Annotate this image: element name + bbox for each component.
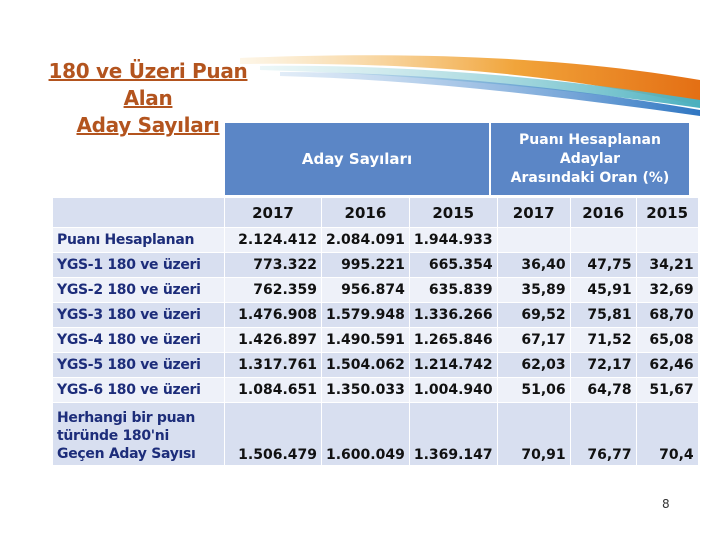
row-label: YGS-5 180 ve üzeri	[52, 352, 225, 378]
year-header: 2016	[321, 197, 410, 228]
ratio-cell: 32,69	[635, 277, 699, 303]
ratio-cell: 47,75	[569, 252, 637, 278]
row-label: Herhangi bir puan türünde 180'ni Geçen A…	[52, 402, 225, 466]
count-cell: 956.874	[321, 277, 410, 303]
header-ratio-line-1: Puanı Hesaplanan Adaylar	[519, 131, 661, 167]
table-row: YGS-1 180 ve üzeri 773.322 995.221 665.3…	[52, 252, 699, 278]
ratio-cell: 68,70	[635, 302, 699, 328]
table-row: Puanı Hesaplanan 2.124.412 2.084.091 1.9…	[52, 227, 699, 253]
ratio-cell: 71,52	[569, 327, 637, 353]
table-row: YGS-5 180 ve üzeri 1.317.761 1.504.062 1…	[52, 352, 699, 378]
ratio-cell: 51,67	[635, 377, 699, 403]
ratio-cell: 35,89	[496, 277, 571, 303]
ratio-cell	[635, 227, 699, 253]
ratio-cell: 76,77	[569, 402, 637, 466]
count-cell: 1.944.933	[408, 227, 498, 253]
ratio-cell: 69,52	[496, 302, 571, 328]
count-cell: 1.214.742	[408, 352, 498, 378]
ratio-cell: 70,91	[496, 402, 571, 466]
ratio-cell: 75,81	[569, 302, 637, 328]
count-cell: 635.839	[408, 277, 498, 303]
count-cell: 1.490.591	[321, 327, 410, 353]
row-label: YGS-4 180 ve üzeri	[52, 327, 225, 353]
year-header: 2015	[408, 197, 498, 228]
row-label: YGS-1 180 ve üzeri	[52, 252, 225, 278]
title-line-2: Aday Sayıları	[76, 113, 220, 137]
header-ratio-line-2: Arasındaki Oran (%)	[510, 169, 670, 186]
page-number: 8	[662, 497, 670, 511]
year-header: 2017	[224, 197, 322, 228]
count-cell: 1.084.651	[224, 377, 322, 403]
ratio-cell: 72,17	[569, 352, 637, 378]
title-line-1: 180 ve Üzeri Puan Alan	[48, 59, 248, 110]
decorative-swoosh	[240, 55, 700, 116]
count-cell: 1.600.049	[321, 402, 410, 466]
row-label: YGS-6 180 ve üzeri	[52, 377, 225, 403]
table-row: Herhangi bir puan türünde 180'ni Geçen A…	[52, 402, 699, 466]
year-header: 2017	[496, 197, 571, 228]
table-row: YGS-2 180 ve üzeri 762.359 956.874 635.8…	[52, 277, 699, 303]
table-row: YGS-3 180 ve üzeri 1.476.908 1.579.948 1…	[52, 302, 699, 328]
year-header-row: 2017 2016 2015 2017 2016 2015	[52, 197, 699, 228]
ratio-cell: 67,17	[496, 327, 571, 353]
corner-cell	[52, 197, 225, 228]
ratio-cell: 64,78	[569, 377, 637, 403]
header-candidate-counts-label: Aday Sayıları	[301, 150, 413, 168]
row-label: YGS-2 180 ve üzeri	[52, 277, 225, 303]
ratio-cell: 62,46	[635, 352, 699, 378]
ratio-cell: 45,91	[569, 277, 637, 303]
year-header: 2015	[635, 197, 699, 228]
count-cell: 995.221	[321, 252, 410, 278]
ratio-cell: 65,08	[635, 327, 699, 353]
row-label: YGS-3 180 ve üzeri	[52, 302, 225, 328]
slide-title: 180 ve Üzeri Puan Alan Aday Sayıları	[28, 58, 268, 139]
ratio-cell: 51,06	[496, 377, 571, 403]
row-label: Puanı Hesaplanan	[52, 227, 225, 253]
ratio-cell: 36,40	[496, 252, 571, 278]
candidate-table: 2017 2016 2015 2017 2016 2015 Puanı Hesa…	[52, 197, 699, 466]
ratio-cell	[496, 227, 571, 253]
count-cell: 1.506.479	[224, 402, 322, 466]
count-cell: 1.317.761	[224, 352, 322, 378]
count-cell: 1.476.908	[224, 302, 322, 328]
ratio-cell: 70,4	[635, 402, 699, 466]
ratio-cell	[569, 227, 637, 253]
ratio-cell: 34,21	[635, 252, 699, 278]
count-cell: 1.504.062	[321, 352, 410, 378]
count-cell: 762.359	[224, 277, 322, 303]
count-cell: 2.084.091	[321, 227, 410, 253]
count-cell: 1.336.266	[408, 302, 498, 328]
ratio-cell: 62,03	[496, 352, 571, 378]
count-cell: 1.579.948	[321, 302, 410, 328]
count-cell: 2.124.412	[224, 227, 322, 253]
count-cell: 1.426.897	[224, 327, 322, 353]
count-cell: 1.369.147	[408, 402, 498, 466]
count-cell: 1.004.940	[408, 377, 498, 403]
count-cell: 1.265.846	[408, 327, 498, 353]
year-header: 2016	[569, 197, 637, 228]
header-candidate-counts: Aday Sayıları	[224, 122, 490, 196]
table-row: YGS-4 180 ve üzeri 1.426.897 1.490.591 1…	[52, 327, 699, 353]
header-ratio: Puanı Hesaplanan Adaylar Arasındaki Oran…	[490, 122, 690, 196]
count-cell: 773.322	[224, 252, 322, 278]
count-cell: 1.350.033	[321, 377, 410, 403]
count-cell: 665.354	[408, 252, 498, 278]
table-row: YGS-6 180 ve üzeri 1.084.651 1.350.033 1…	[52, 377, 699, 403]
